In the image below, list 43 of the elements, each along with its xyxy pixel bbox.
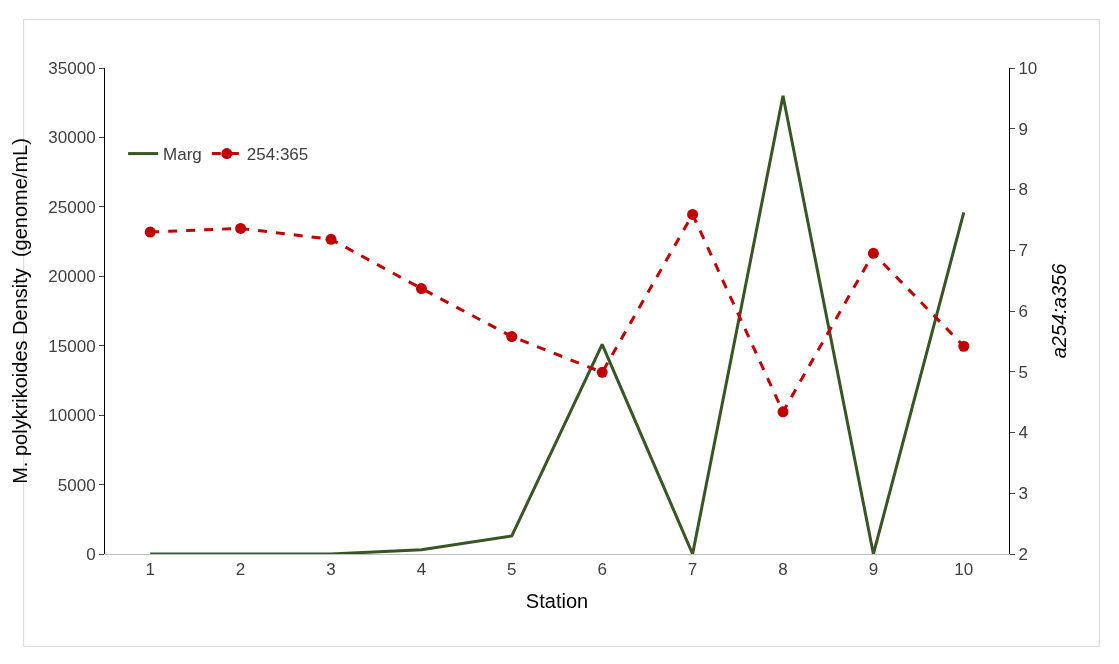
legend-label: Marg	[163, 145, 202, 165]
point	[777, 406, 789, 418]
legend-label: 254:365	[246, 145, 309, 165]
y-tick-label: 0	[86, 544, 96, 564]
x-axis-title: Station	[525, 589, 589, 612]
point	[415, 283, 427, 295]
point	[325, 233, 337, 245]
y2-tick-label: 6	[1018, 301, 1028, 321]
y-axis-title: M. polykrikoides Density (genome/mL)	[8, 138, 31, 484]
y2-tick-label: 10	[1018, 58, 1038, 78]
x-tick-label: 8	[778, 560, 788, 580]
x-tick-label: 10	[954, 560, 974, 580]
point	[687, 208, 699, 220]
y2-tick-label: 2	[1018, 544, 1028, 564]
point	[958, 340, 970, 352]
y2-tick-label: 3	[1018, 484, 1028, 504]
point	[144, 226, 156, 238]
x-tick-label: 2	[235, 560, 246, 580]
point	[506, 331, 518, 343]
y2-tick-label: 9	[1018, 119, 1028, 139]
y2-axis-title: a254:a356	[1047, 262, 1070, 359]
y-tick-label: 35000	[48, 58, 96, 78]
y-tick-label: 30000	[48, 128, 96, 148]
line-series	[148, 94, 966, 554]
y2-tick-label: 4	[1018, 423, 1028, 443]
point	[235, 222, 247, 234]
y2-tick-label: 5	[1018, 362, 1028, 382]
x-tick-label: 7	[687, 560, 698, 580]
x-tick-label: 6	[597, 560, 607, 580]
x-tick-label: 5	[507, 560, 517, 580]
point	[596, 366, 608, 378]
y2-tick-label: 7	[1018, 241, 1028, 261]
x-tick-label: 1	[145, 560, 155, 580]
y-tick-label: 25000	[48, 197, 96, 217]
y2-tick-label: 8	[1018, 180, 1028, 200]
x-tick-label: 9	[868, 560, 879, 580]
point	[867, 247, 879, 259]
x-tick-label: 4	[416, 560, 427, 580]
y-tick-label: 5000	[57, 475, 96, 495]
y-tick-label: 15000	[48, 336, 96, 356]
x-tick-label: 3	[326, 560, 336, 580]
y-tick-label: 20000	[48, 267, 96, 287]
y-tick-label: 10000	[48, 406, 96, 426]
